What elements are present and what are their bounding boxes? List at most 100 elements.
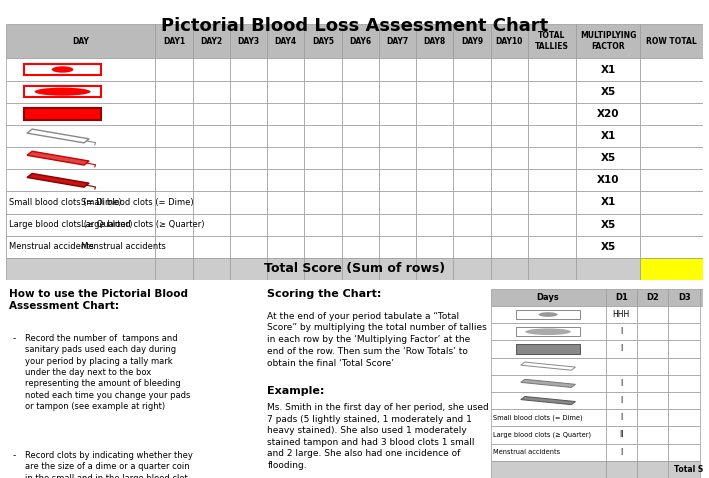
Bar <box>304 214 342 236</box>
Text: DAY2: DAY2 <box>200 37 223 46</box>
Bar <box>605 289 637 306</box>
Bar <box>342 169 379 191</box>
Bar <box>193 103 230 125</box>
Text: I: I <box>620 448 623 456</box>
Bar <box>267 191 304 214</box>
Text: Days: Days <box>537 293 559 302</box>
Bar <box>267 169 304 191</box>
Bar <box>491 191 527 214</box>
Text: Menstrual accidents: Menstrual accidents <box>9 242 94 251</box>
Bar <box>416 214 453 236</box>
Text: I: I <box>620 327 623 336</box>
Bar <box>6 147 155 169</box>
Bar <box>416 147 453 169</box>
Bar <box>669 306 700 323</box>
Bar <box>576 24 640 58</box>
Bar <box>379 81 416 103</box>
Bar <box>379 214 416 236</box>
Bar <box>23 86 101 98</box>
Bar <box>576 125 640 147</box>
Bar <box>605 323 637 340</box>
Bar <box>6 58 155 81</box>
Bar <box>491 375 605 392</box>
Bar <box>416 103 453 125</box>
Text: Total Score: Total Score <box>674 465 709 474</box>
Bar <box>155 191 193 214</box>
Text: D2: D2 <box>647 293 659 302</box>
Bar <box>669 392 700 409</box>
Bar <box>379 147 416 169</box>
Bar <box>637 340 669 358</box>
Bar <box>527 258 576 280</box>
Bar <box>527 169 576 191</box>
Bar <box>416 81 453 103</box>
Text: Large blood clots (≥ Quarter): Large blood clots (≥ Quarter) <box>9 220 133 229</box>
Bar <box>267 81 304 103</box>
Bar <box>342 236 379 258</box>
Bar <box>379 103 416 125</box>
Bar <box>605 392 637 409</box>
Bar <box>637 392 669 409</box>
Bar <box>155 214 193 236</box>
Bar <box>605 340 637 358</box>
Bar <box>342 214 379 236</box>
Bar <box>155 169 193 191</box>
Ellipse shape <box>539 312 557 317</box>
Text: D3: D3 <box>678 293 691 302</box>
Text: TOTAL
TALLIES: TOTAL TALLIES <box>535 32 569 51</box>
Bar <box>637 323 669 340</box>
Bar <box>605 444 637 461</box>
Bar <box>453 103 491 125</box>
Text: II: II <box>619 431 624 439</box>
Bar <box>576 236 640 258</box>
Bar <box>453 24 491 58</box>
Text: HHH: HHH <box>613 310 630 319</box>
Bar <box>491 306 605 323</box>
Polygon shape <box>520 362 576 370</box>
Bar <box>230 169 267 191</box>
Text: DAY7: DAY7 <box>386 37 408 46</box>
Bar <box>304 258 342 280</box>
Bar <box>491 258 527 280</box>
Bar <box>527 125 576 147</box>
Bar <box>6 236 155 258</box>
Text: How to use the Pictorial Blood
Assessment Chart:: How to use the Pictorial Blood Assessmen… <box>9 289 188 311</box>
Bar <box>230 24 267 58</box>
Bar <box>605 358 637 375</box>
Bar <box>304 58 342 81</box>
Bar <box>453 236 491 258</box>
Bar <box>640 81 703 103</box>
Bar <box>576 58 640 81</box>
Bar <box>155 236 193 258</box>
Bar <box>6 169 155 191</box>
Bar <box>491 409 605 426</box>
Bar <box>379 169 416 191</box>
Text: Menstrual accidents: Menstrual accidents <box>493 449 560 455</box>
Polygon shape <box>27 151 89 165</box>
Text: X5: X5 <box>601 87 615 97</box>
Bar <box>6 81 155 103</box>
Bar <box>527 81 576 103</box>
Bar <box>637 358 669 375</box>
Bar <box>379 125 416 147</box>
Bar <box>304 81 342 103</box>
Bar <box>155 125 193 147</box>
Bar <box>576 258 640 280</box>
Bar <box>491 214 527 236</box>
Bar <box>637 306 669 323</box>
Bar <box>640 125 703 147</box>
Bar <box>416 58 453 81</box>
Bar <box>527 58 576 81</box>
Bar <box>669 340 700 358</box>
Bar <box>491 392 605 409</box>
Bar <box>453 147 491 169</box>
Text: Large blood clots (≥ Quarter): Large blood clots (≥ Quarter) <box>81 220 204 229</box>
Bar <box>669 444 700 461</box>
Text: X10: X10 <box>597 175 619 185</box>
Bar <box>700 289 709 306</box>
Bar <box>416 191 453 214</box>
Bar <box>605 426 637 444</box>
Bar <box>640 24 703 58</box>
Ellipse shape <box>35 87 91 96</box>
Bar <box>193 258 230 280</box>
